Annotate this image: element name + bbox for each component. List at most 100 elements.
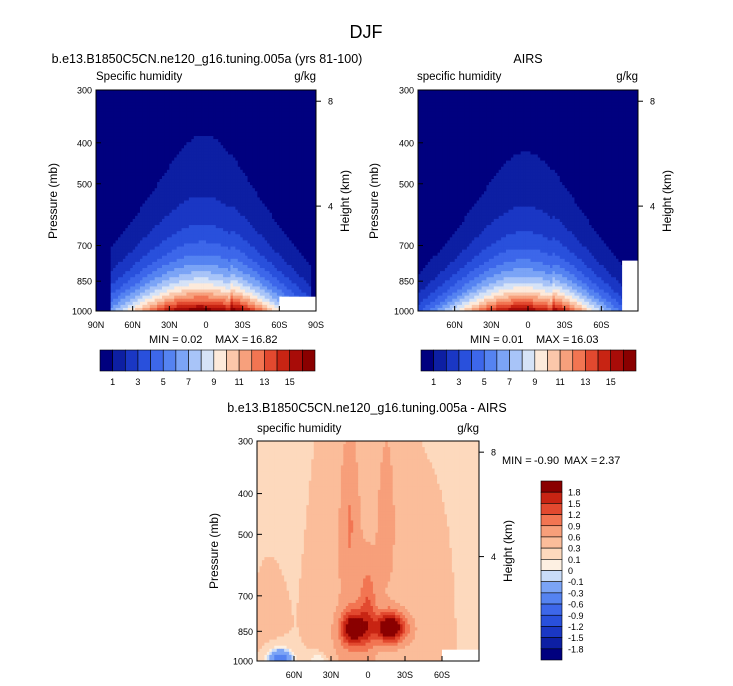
field-cell xyxy=(206,225,209,229)
field-cell xyxy=(215,96,219,100)
field-cell xyxy=(132,145,136,149)
field-cell xyxy=(110,117,114,122)
field-cell xyxy=(125,258,129,263)
field-cell xyxy=(296,246,300,250)
field-cell xyxy=(127,252,131,257)
field-cell xyxy=(127,221,131,226)
field-cell xyxy=(122,114,126,118)
field-cell xyxy=(274,206,278,211)
field-cell xyxy=(269,145,273,149)
field-cell xyxy=(218,114,222,118)
field-cell xyxy=(179,160,182,165)
field-cell xyxy=(186,142,190,146)
field-cell xyxy=(191,231,195,235)
field-cell xyxy=(281,203,285,207)
field-cell xyxy=(181,160,185,165)
field-cell xyxy=(159,102,163,106)
field-cell xyxy=(252,117,256,122)
field-cell xyxy=(105,231,109,235)
field-cell xyxy=(311,182,314,186)
field-cell xyxy=(286,163,290,168)
field-cell xyxy=(267,160,270,165)
field-cell xyxy=(232,215,236,220)
field-cell xyxy=(289,194,292,198)
field-cell xyxy=(225,234,229,238)
field-cell xyxy=(152,99,156,103)
field-cell xyxy=(174,252,178,257)
field-cell xyxy=(176,123,180,128)
field-cell xyxy=(108,154,112,158)
field-cell xyxy=(272,175,275,180)
field-cell xyxy=(115,203,119,207)
field-cell xyxy=(232,111,236,115)
field-cell xyxy=(272,108,275,112)
field-cell xyxy=(294,252,297,257)
field-cell xyxy=(98,136,102,140)
field-cell xyxy=(166,258,170,263)
field-cell xyxy=(218,212,222,217)
field-cell xyxy=(269,179,273,183)
field-cell xyxy=(237,234,241,238)
field-cell xyxy=(164,160,168,165)
field-cell xyxy=(108,136,112,140)
field-cell xyxy=(291,117,295,122)
field-cell xyxy=(254,194,258,198)
field-cell xyxy=(105,228,109,232)
field-cell xyxy=(100,90,104,94)
field-cell xyxy=(198,117,202,122)
field-cell xyxy=(313,111,316,115)
field-cell xyxy=(191,102,195,106)
field-cell xyxy=(301,145,305,149)
field-cell xyxy=(184,111,187,115)
field-cell xyxy=(113,225,116,229)
field-cell xyxy=(140,126,143,131)
field-cell xyxy=(289,148,292,152)
field-cell xyxy=(115,234,119,238)
field-cell xyxy=(259,228,263,232)
field-cell xyxy=(191,197,195,201)
field-cell xyxy=(206,108,209,112)
field-cell xyxy=(298,215,302,220)
field-cell xyxy=(201,228,204,232)
field-cell xyxy=(100,126,104,131)
field-cell xyxy=(166,191,170,195)
field-cell xyxy=(235,105,239,109)
field-cell xyxy=(259,108,263,112)
field-cell xyxy=(171,102,175,106)
field-cell xyxy=(162,96,165,100)
field-cell xyxy=(225,215,229,220)
field-cell xyxy=(276,185,280,189)
field-cell xyxy=(122,243,126,247)
field-cell xyxy=(113,228,116,232)
field-cell xyxy=(130,126,134,131)
field-cell xyxy=(242,90,246,94)
field-cell xyxy=(122,191,126,195)
panel-model-title: b.e13.B1850C5CN.ne120_g16.tuning.005a (y… xyxy=(52,52,363,66)
field-cell xyxy=(125,255,129,260)
field-cell xyxy=(176,154,180,158)
field-cell xyxy=(203,179,207,183)
field-cell xyxy=(264,234,268,238)
field-cell xyxy=(96,203,99,207)
field-cell xyxy=(149,102,153,106)
field-cell xyxy=(130,175,134,180)
field-cell xyxy=(132,179,136,183)
field-cell xyxy=(98,117,102,122)
field-cell xyxy=(281,206,285,211)
field-cell xyxy=(240,200,244,204)
field-cell xyxy=(203,123,207,128)
field-cell xyxy=(296,154,300,158)
field-cell xyxy=(144,96,148,100)
field-cell xyxy=(120,188,124,192)
field-cell xyxy=(311,179,314,183)
field-cell xyxy=(110,182,114,186)
field-cell xyxy=(142,191,146,195)
field-cell xyxy=(254,136,258,140)
field-cell xyxy=(267,105,270,109)
field-cell xyxy=(191,160,195,165)
field-cell xyxy=(140,139,143,143)
field-cell xyxy=(162,191,165,195)
field-cell xyxy=(132,108,136,112)
field-cell xyxy=(298,231,302,235)
field-cell xyxy=(113,139,116,143)
